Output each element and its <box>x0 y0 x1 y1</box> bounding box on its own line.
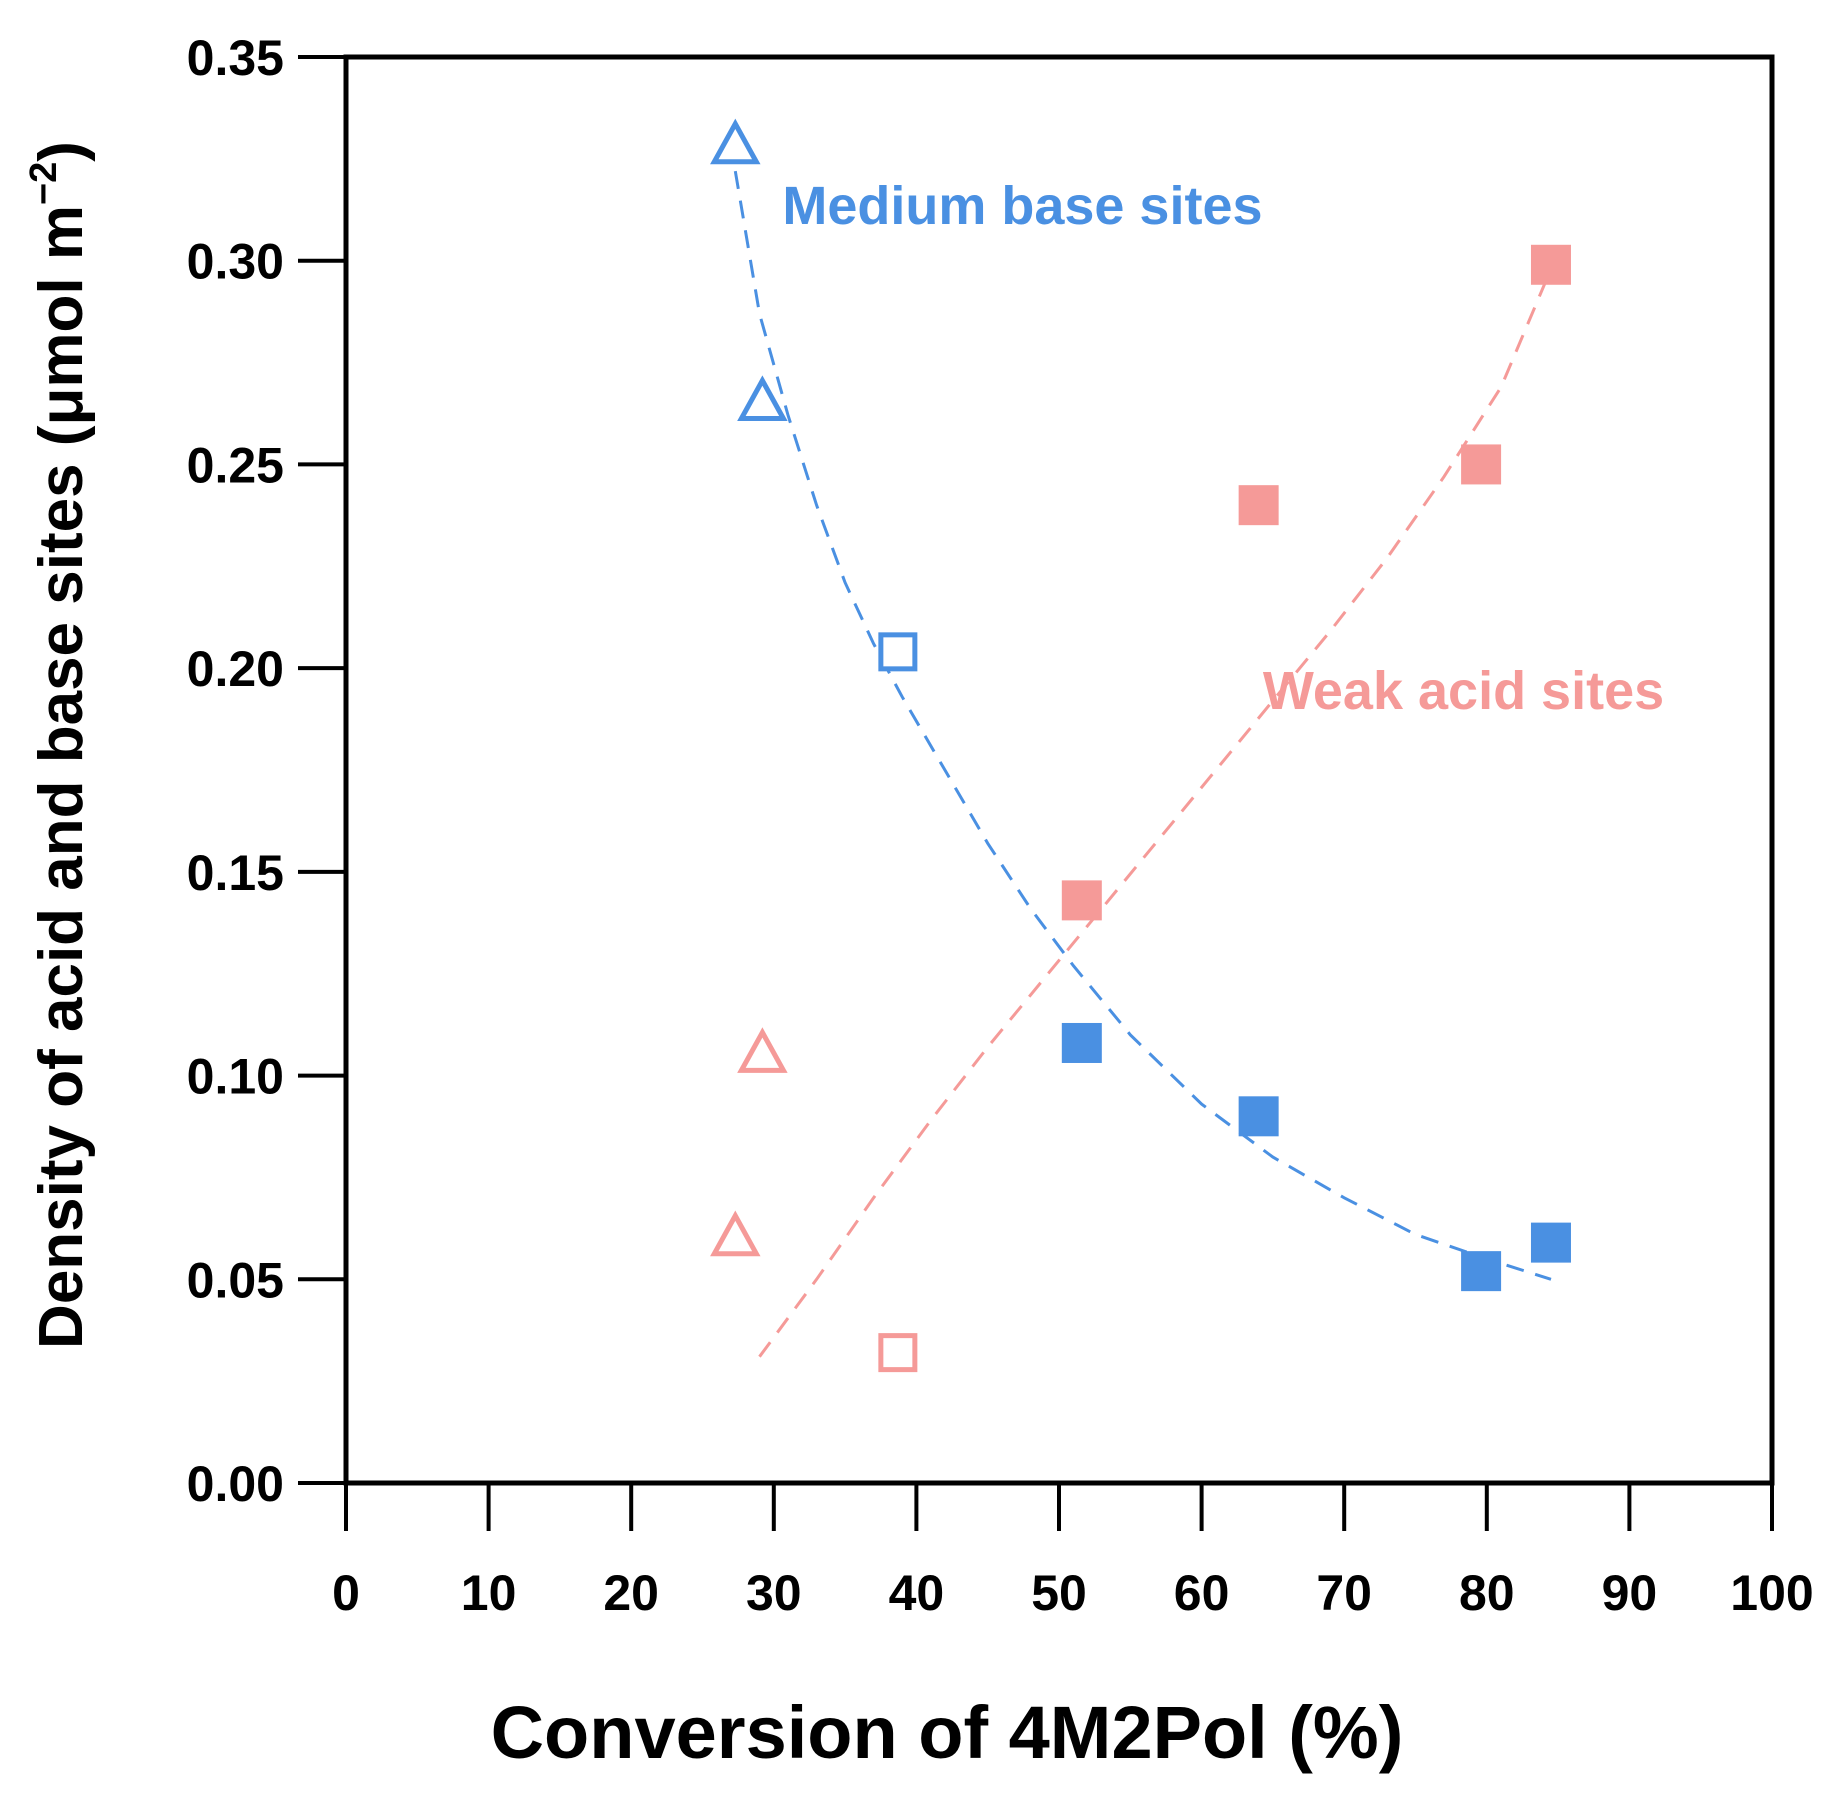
data-markers <box>710 118 1571 1373</box>
x-tick-label: 0 <box>332 1565 360 1621</box>
y-axis-title-close: ) <box>27 141 96 162</box>
y-tick-label: 0.15 <box>187 845 284 901</box>
medium-base-sites-trend-line <box>733 170 1552 1281</box>
weak-acid-sites-point-triangle-open <box>710 1210 761 1257</box>
x-tick-label: 70 <box>1316 1565 1372 1621</box>
weak-acid-sites-point-square-filled <box>1530 244 1571 285</box>
y-tick-label: 0.20 <box>187 641 284 697</box>
x-axis-title: Conversion of 4M2Pol (%) <box>491 1691 1404 1774</box>
x-tick-label: 40 <box>889 1565 945 1621</box>
y-tick-label: 0.00 <box>187 1456 284 1512</box>
weak-acid-sites-point-square-filled <box>1461 444 1502 485</box>
y-tick-label: 0.30 <box>187 234 284 290</box>
x-tick-label: 80 <box>1459 1565 1515 1621</box>
x-tick-label: 10 <box>461 1565 517 1621</box>
y-axis-title-group: Density of acid and base sites (μmol m−2… <box>23 141 96 1349</box>
trend-lines <box>733 170 1553 1358</box>
x-tick-label: 90 <box>1602 1565 1658 1621</box>
y-axis-title-superscript: −2 <box>23 162 65 205</box>
tick-labels: 0.00 0.05 0.10 0.15 0.20 0.25 0.30 0.35 0 10 20 30 4… <box>187 30 1814 1621</box>
x-tick-label: 100 <box>1730 1565 1813 1621</box>
y-axis-title: Density of acid and base sites (μmol m−2… <box>23 141 96 1349</box>
medium-base-sites-point-square-filled <box>1238 1096 1279 1137</box>
x-tick-label: 60 <box>1174 1565 1230 1621</box>
x-tick-label: 50 <box>1031 1565 1087 1621</box>
medium-base-sites-point-square-filled <box>1461 1251 1502 1292</box>
medium-base-sites-point-square-filled <box>1061 1022 1102 1063</box>
weak-acid-sites-point-square-filled <box>1061 880 1102 921</box>
medium-base-sites-point-square-filled <box>1530 1222 1571 1263</box>
weak-acid-sites-trend-line <box>758 268 1553 1358</box>
annotation-medium-base-sites: Medium base sites <box>782 176 1262 236</box>
annotation-weak-acid-sites: Weak acid sites <box>1263 661 1664 721</box>
x-tick-label: 20 <box>603 1565 659 1621</box>
weak-acid-sites-point-triangle-open <box>737 1027 788 1073</box>
y-tick-label: 0.10 <box>187 1049 284 1105</box>
x-tick-label: 30 <box>746 1565 802 1621</box>
medium-base-sites-point-triangle-open <box>710 118 761 165</box>
medium-base-sites-point-square-open <box>878 632 918 672</box>
y-tick-label: 0.05 <box>187 1252 284 1308</box>
y-axis-title-main: Density of acid and base sites (μmol m <box>27 205 96 1349</box>
weak-acid-sites-point-square-open <box>878 1333 918 1373</box>
y-tick-label: 0.25 <box>187 437 284 493</box>
y-tick-label: 0.35 <box>187 30 284 86</box>
medium-base-sites-point-triangle-open <box>737 375 788 421</box>
ticks <box>298 55 1774 1531</box>
weak-acid-sites-point-square-filled <box>1238 485 1279 526</box>
